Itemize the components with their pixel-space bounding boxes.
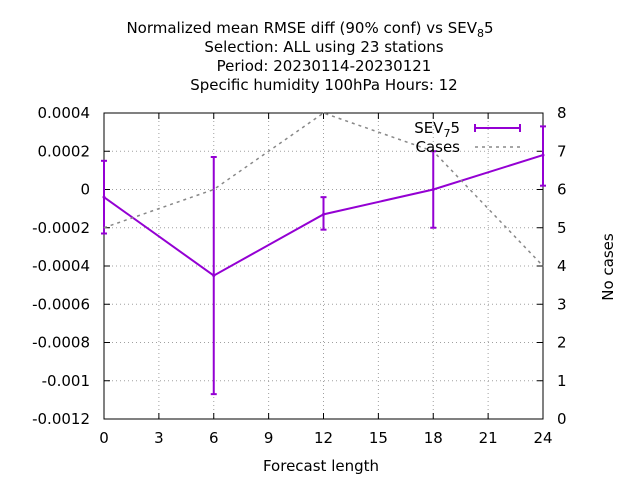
title-line-1: Normalized mean RMSE diff (90% conf) vs … bbox=[126, 19, 493, 40]
y2-axis-label: No cases bbox=[599, 233, 617, 301]
data-point bbox=[212, 274, 216, 278]
x-tick-label: 6 bbox=[209, 429, 219, 447]
y-tick-label: 0.0002 bbox=[38, 142, 91, 160]
data-point bbox=[541, 153, 545, 157]
series-layer bbox=[101, 112, 546, 396]
legend-label-cases: Cases bbox=[415, 138, 460, 156]
title-ref-tail: 5 bbox=[484, 19, 494, 37]
data-point bbox=[431, 188, 435, 191]
cases-point bbox=[432, 150, 434, 152]
y-tick-label: -0.0008 bbox=[32, 334, 90, 352]
data-point bbox=[322, 212, 325, 216]
x-tick-label: 9 bbox=[264, 429, 274, 447]
series-line-cases bbox=[103, 112, 544, 267]
y-tick-label: -0.0004 bbox=[32, 257, 90, 275]
x-axis-label: Forecast length bbox=[263, 457, 379, 475]
title-ref-subscript: 8 bbox=[477, 27, 484, 40]
axes: 0 3 6 9 12 15 18 21 240.00040.00020-0.0002-0.000… bbox=[32, 104, 566, 447]
x-tick-label: 0 bbox=[99, 429, 109, 447]
y-tick-label: 0 bbox=[80, 181, 90, 199]
title-line-3: Period: 20230114-20230121 bbox=[217, 57, 432, 75]
data-point bbox=[102, 195, 106, 199]
title-line-2: Selection: ALL using 23 stations bbox=[204, 38, 443, 56]
y2-tick-label: 2 bbox=[557, 334, 567, 352]
y2-tick-label: 7 bbox=[557, 142, 567, 160]
y-tick-label: -0.001 bbox=[42, 372, 90, 390]
cases-point bbox=[542, 265, 544, 267]
y-tick-label: -0.0006 bbox=[32, 295, 90, 313]
y2-tick-label: 1 bbox=[557, 372, 567, 390]
y2-tick-label: 8 bbox=[557, 104, 567, 122]
cases-point bbox=[323, 112, 324, 114]
legend-label-sev: SEV75 bbox=[414, 119, 460, 140]
y2-tick-label: 5 bbox=[557, 219, 567, 237]
y2-tick-label: 4 bbox=[557, 257, 567, 275]
chart-title: Normalized mean RMSE diff (90% conf) vs … bbox=[126, 19, 493, 94]
cases-point bbox=[103, 227, 105, 229]
x-tick-label: 12 bbox=[314, 429, 333, 447]
y2-tick-label: 6 bbox=[557, 181, 567, 199]
y2-tick-label: 3 bbox=[557, 295, 567, 313]
cases-point bbox=[213, 189, 215, 190]
y-tick-label: 0.0004 bbox=[38, 104, 91, 122]
x-tick-label: 21 bbox=[479, 429, 498, 447]
x-tick-label: 24 bbox=[533, 429, 552, 447]
x-tick-label: 3 bbox=[154, 429, 164, 447]
y-tick-label: -0.0002 bbox=[32, 219, 90, 237]
x-tick-label: 18 bbox=[424, 429, 443, 447]
y-tick-label: -0.0012 bbox=[32, 410, 90, 428]
title-line-4: Specific humidity 100hPa Hours: 12 bbox=[190, 76, 457, 94]
x-tick-label: 15 bbox=[369, 429, 388, 447]
y2-tick-label: 0 bbox=[557, 410, 567, 428]
grid bbox=[103, 112, 544, 420]
